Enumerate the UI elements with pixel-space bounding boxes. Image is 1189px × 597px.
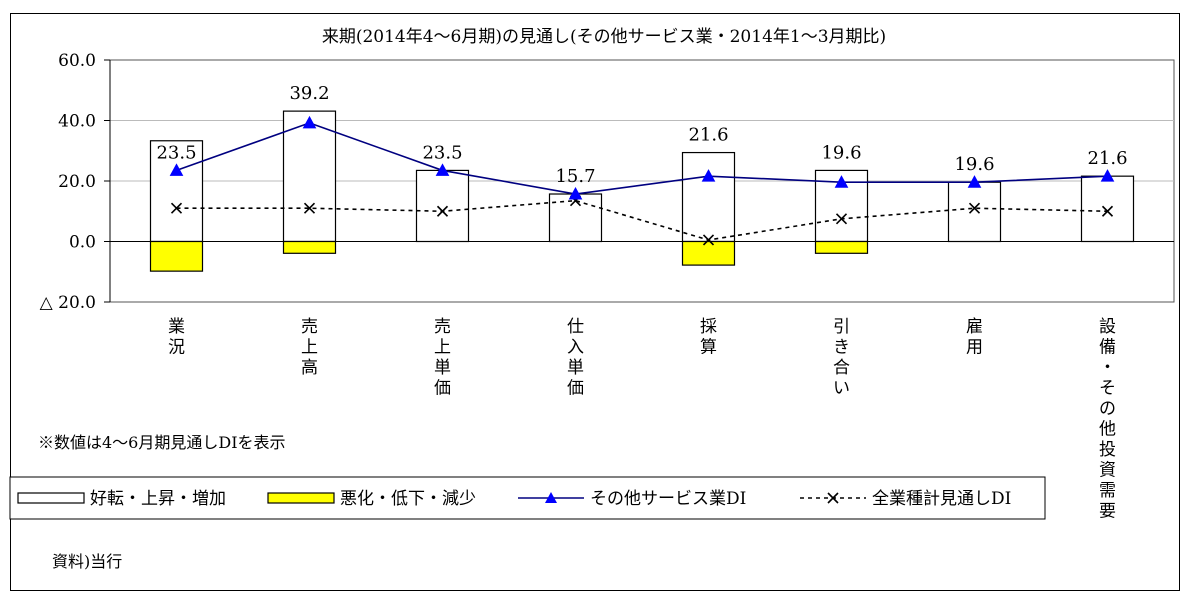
marker-x xyxy=(1101,205,1114,217)
marker-triangle xyxy=(701,169,716,182)
data-label: 19.6 xyxy=(821,142,861,163)
legend-label: その他サービス業DI xyxy=(590,489,746,509)
lines xyxy=(169,115,1115,246)
legend-label: 好転・上昇・増加 xyxy=(90,489,226,509)
data-label: 19.6 xyxy=(954,154,994,175)
marker-x xyxy=(170,202,183,214)
bar-increase xyxy=(681,151,736,243)
line-other-services xyxy=(176,122,1108,195)
legend-marker-triangle xyxy=(545,492,557,503)
note-text: ※数値は4～6月期見通しDIを表示 xyxy=(38,433,286,452)
category-label: 業況 xyxy=(168,317,185,358)
bar-increase xyxy=(149,140,204,243)
legend-marker-x xyxy=(827,492,839,504)
category-label: 売上単価 xyxy=(434,317,451,399)
category-label: 売上高 xyxy=(301,317,318,378)
category-label: 引き合い xyxy=(833,317,850,399)
legend-increase: 好転・上昇・増加 xyxy=(17,489,226,509)
y-tick-label: △ 20.0 xyxy=(40,293,96,313)
category-label: 雇用 xyxy=(966,317,983,358)
line-all-industries xyxy=(176,199,1108,241)
category-label: 仕入単価 xyxy=(567,317,584,399)
data-label: 39.2 xyxy=(289,83,329,104)
bar-decrease xyxy=(681,240,736,266)
marker-x xyxy=(303,202,316,214)
bar-decrease xyxy=(282,240,337,254)
legend-swatch xyxy=(267,492,335,504)
data-label: 21.6 xyxy=(688,125,728,146)
data-label: 15.7 xyxy=(555,166,595,187)
marker-x xyxy=(968,202,981,214)
data-labels: 23.5 39.2 23.5 15.7 21.6 19.6 19.6 21.6 xyxy=(156,83,1127,187)
y-tick-label: 40.0 xyxy=(58,112,96,132)
data-label: 23.5 xyxy=(422,142,462,163)
y-tick-label: 0.0 xyxy=(69,233,96,253)
chart-frame xyxy=(10,13,1180,591)
bar-increase xyxy=(947,181,1002,243)
marker-triangle xyxy=(967,175,982,188)
bar-increase xyxy=(1080,175,1135,243)
category-label: 採算 xyxy=(700,317,717,358)
axes: 60.0 40.0 20.0 0.0 △ 20.0 xyxy=(40,51,111,313)
y-tick-label: 20.0 xyxy=(58,172,96,192)
marker-x xyxy=(835,213,848,225)
bar-decrease xyxy=(814,240,869,254)
marker-triangle xyxy=(1100,169,1115,182)
data-label: 23.5 xyxy=(156,142,196,163)
legend-label: 悪化・低下・減少 xyxy=(340,489,476,509)
marker-triangle xyxy=(302,115,317,129)
marker-triangle xyxy=(169,163,184,176)
marker-triangle xyxy=(834,175,849,188)
source-text: 資料)当行 xyxy=(52,552,122,571)
marker-x xyxy=(702,234,715,246)
legend-decrease: 悪化・低下・減少 xyxy=(267,489,476,509)
bar-increase xyxy=(415,169,470,243)
legend-all-industries: 全業種計見通しDI xyxy=(800,489,1011,509)
legend-other-services: その他サービス業DI xyxy=(518,489,746,509)
marker-triangle xyxy=(568,186,583,200)
y-tick-label: 60.0 xyxy=(58,51,96,71)
legend-label: 全業種計見通しDI xyxy=(872,489,1011,509)
marker-x xyxy=(436,205,449,217)
legend: 好転・上昇・増加 悪化・低下・減少 その他サービス業DI 全業種計見通しDI xyxy=(9,476,1046,520)
category-labels: 業況 売上高 売上単価 仕入単価 採算 引き合い 雇用 設備・その他投資需要 xyxy=(168,317,1116,522)
bar-decrease xyxy=(149,240,204,272)
bar-increase xyxy=(282,110,337,243)
marker-triangle xyxy=(435,163,450,176)
data-label: 21.6 xyxy=(1087,148,1127,169)
chart-title: 来期(2014年4～6月期)の見通し(その他サービス業・2014年1～3月期比) xyxy=(322,27,886,47)
category-label: 設備・その他投資需要 xyxy=(1099,317,1116,522)
legend-swatch xyxy=(17,492,85,504)
bars xyxy=(149,110,1135,272)
